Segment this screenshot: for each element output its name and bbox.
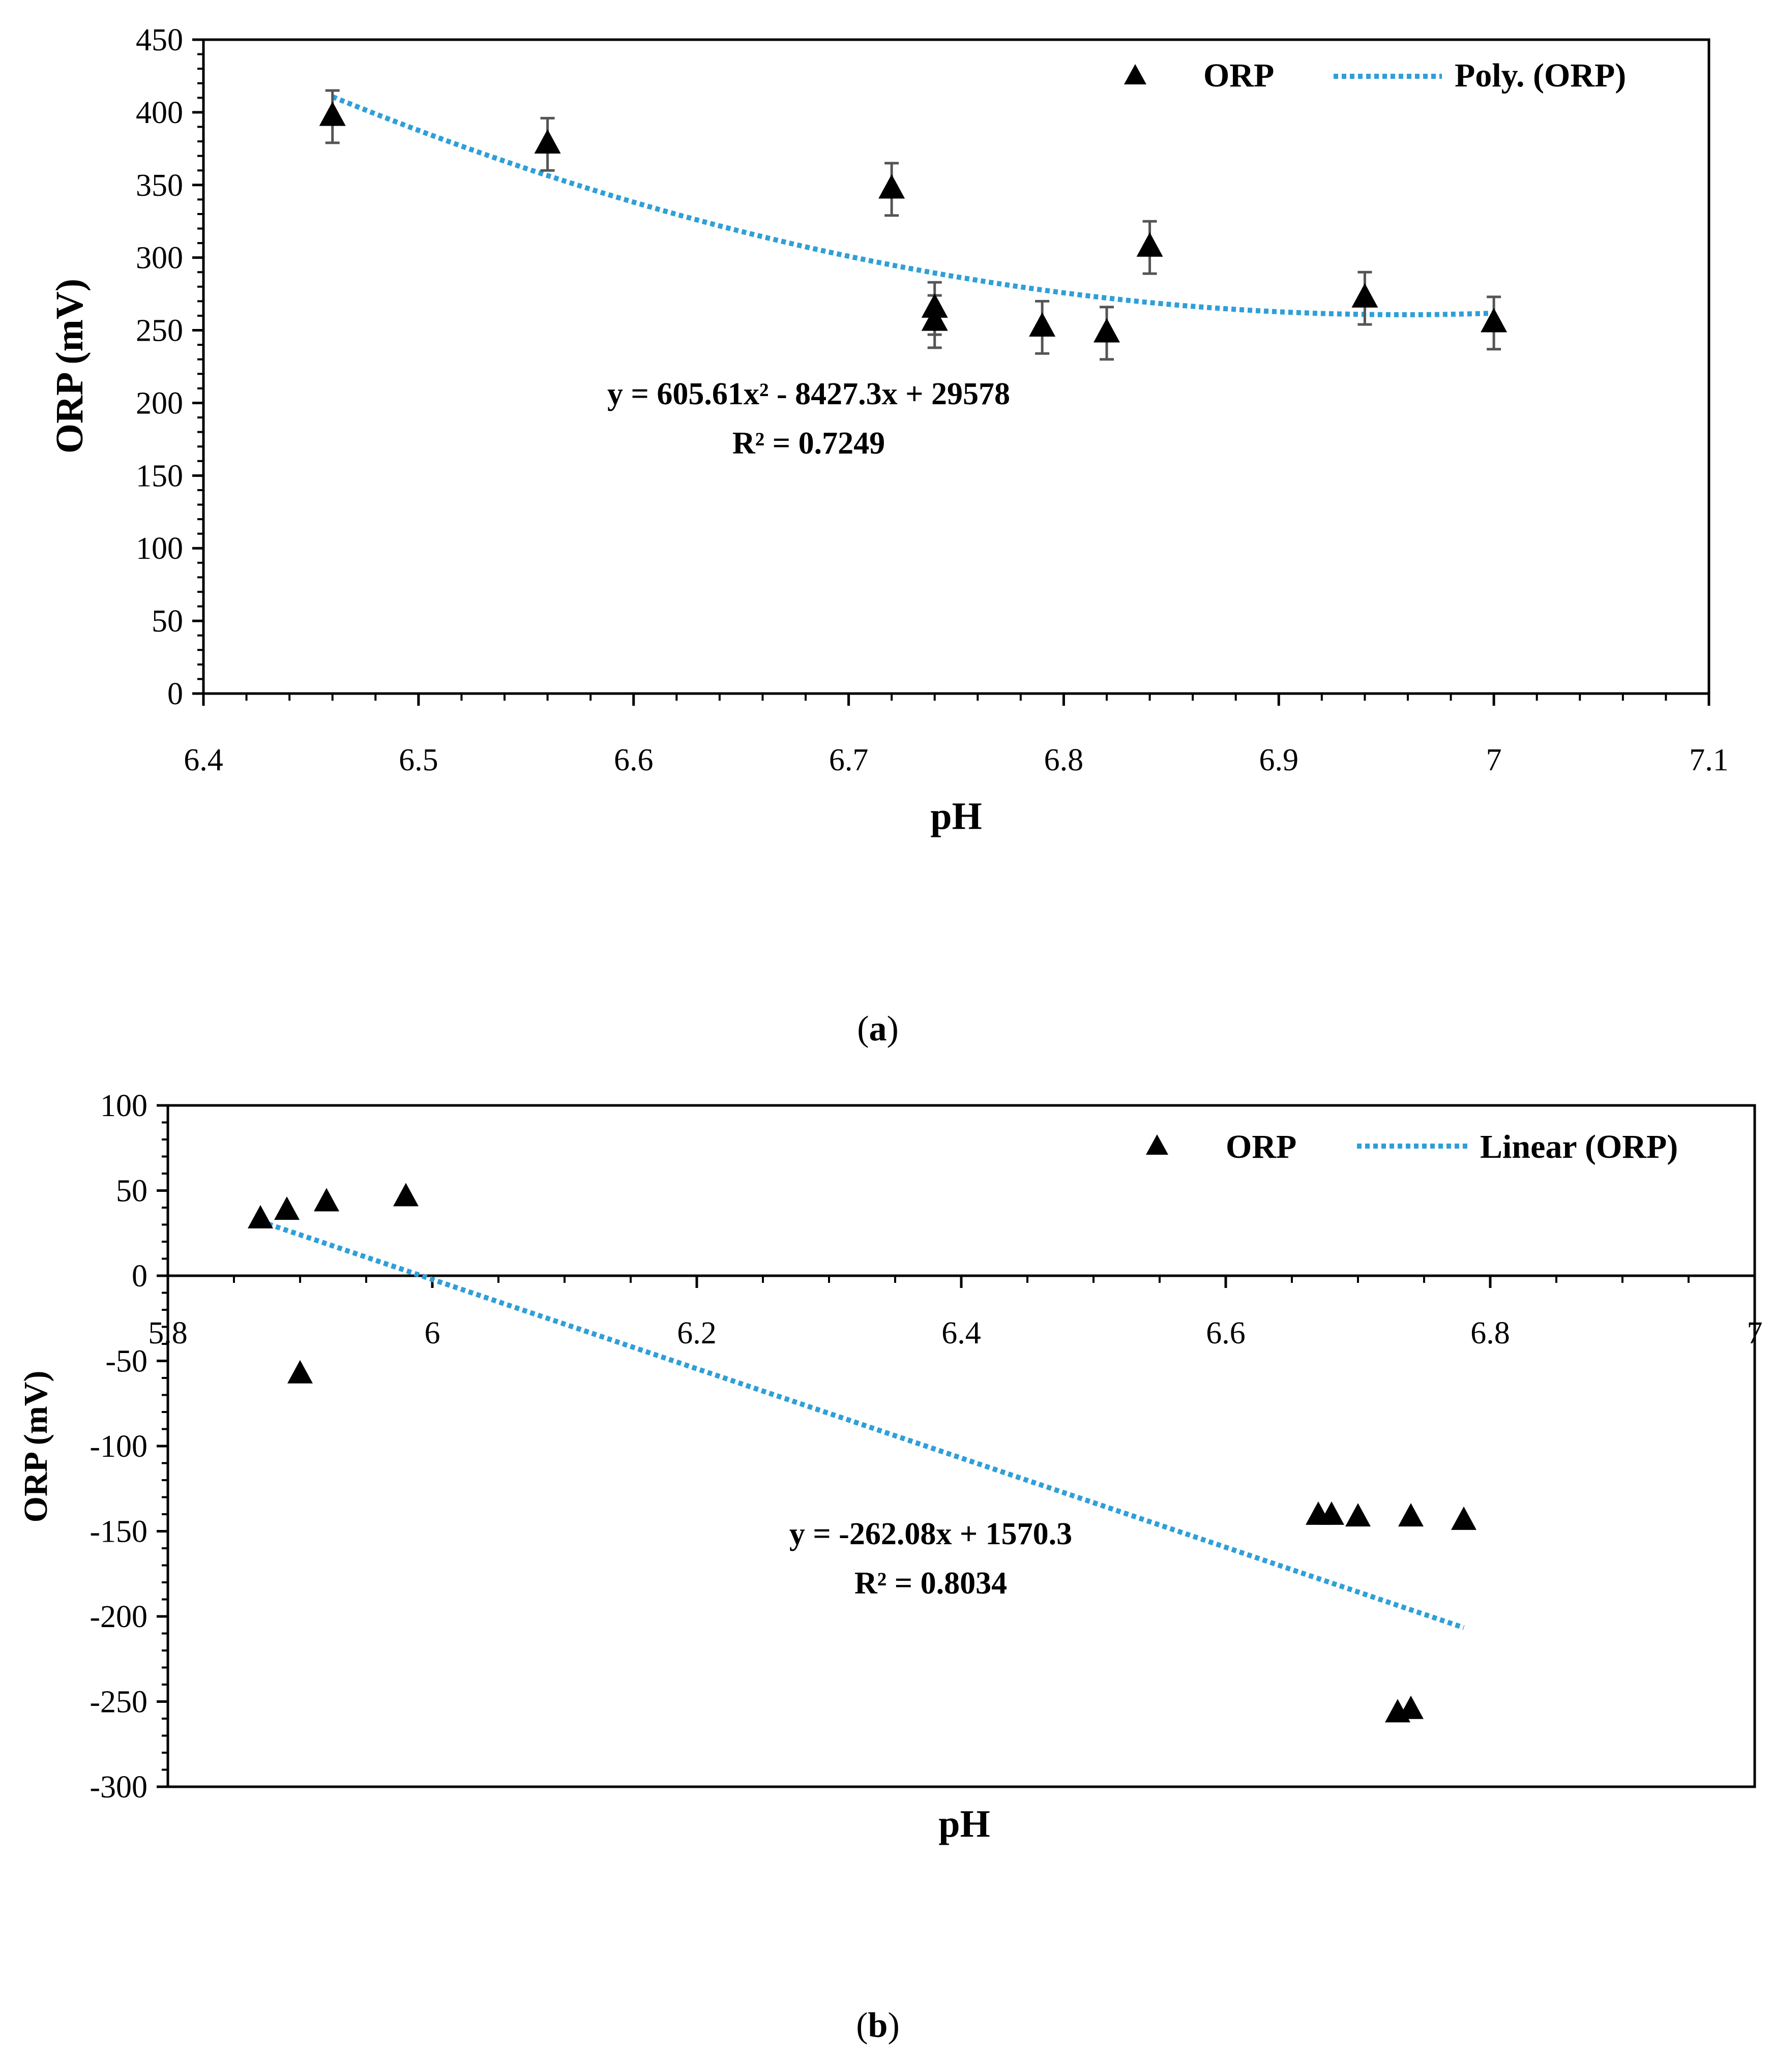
caption-b: (b) — [856, 2006, 900, 2045]
y-tick-label: 300 — [136, 241, 183, 276]
x-tick-label: 6.9 — [1259, 743, 1299, 777]
y-tick-label: 200 — [136, 386, 183, 421]
x-tick-label: 6.5 — [399, 743, 438, 777]
y-tick-label: -150 — [90, 1515, 147, 1549]
trendline — [259, 1219, 1465, 1630]
data-point-orp — [1029, 312, 1056, 337]
x-tick-label: 7 — [1747, 1316, 1763, 1350]
y-axis-major-ticks — [157, 1104, 168, 1788]
data-point-orp — [274, 1196, 300, 1220]
x-tick-label: 5.8 — [148, 1316, 188, 1350]
x-tick-label: 6.6 — [614, 743, 654, 777]
y-axis-major-ticks — [192, 38, 203, 695]
legend-marker-orp — [1124, 64, 1146, 84]
y-axis-minor-ticks — [197, 53, 203, 680]
legend-label-orp: ORP — [1226, 1128, 1296, 1165]
x-axis-title: pH — [938, 1803, 990, 1845]
y-tick-label: 50 — [152, 604, 183, 639]
y-tick-label: 0 — [167, 677, 183, 711]
x-axis-major-ticks — [202, 694, 1710, 706]
data-point-orp — [319, 101, 346, 126]
y-tick-label: 450 — [136, 23, 183, 57]
data-point-orp — [534, 129, 561, 154]
x-tick-label: 6.8 — [1044, 743, 1084, 777]
chart-panel-b: -300 -250 -200 -150 -100 -50 0 50 100 5.8 6 6.2 6.4… — [17, 1089, 1763, 1845]
data-point-orp — [314, 1188, 339, 1212]
x-tick-label: 6.7 — [829, 743, 869, 777]
y-axis-tick-labels: -300 -250 -200 -150 -100 -50 0 50 100 — [90, 1089, 147, 1805]
x-tick-label: 7.1 — [1689, 743, 1729, 777]
trendline — [331, 94, 1494, 317]
x-axis-title: pH — [930, 795, 982, 837]
trendline-path — [331, 94, 1494, 317]
x-tick-label: 6.4 — [184, 743, 223, 777]
trendline-equation: y = 605.61x² - 8427.3x + 29578 — [607, 377, 1010, 411]
data-point-orp — [1351, 283, 1378, 308]
y-tick-label: 150 — [136, 459, 183, 493]
chart-panel-a: 0 50 100 150 200 250 300 350 400 450 6.4 6.5 6.6 6.7… — [48, 23, 1729, 837]
y-tick-label: -100 — [90, 1429, 147, 1464]
r-squared-value: R² = 0.7249 — [732, 426, 885, 461]
x-axis-tick-labels: 6.4 6.5 6.6 6.7 6.8 6.9 7 7.1 — [184, 743, 1729, 777]
y-tick-label: -200 — [90, 1600, 147, 1634]
x-axis-minor-ticks — [245, 694, 1667, 701]
y-tick-label: 250 — [136, 314, 183, 348]
y-axis-title: ORP (mV) — [17, 1371, 54, 1523]
trendline-path — [259, 1219, 1465, 1630]
y-axis-tick-labels: 0 50 100 150 200 250 300 350 400 450 — [136, 23, 183, 711]
data-point-orp — [1345, 1503, 1371, 1527]
y-tick-label: 100 — [136, 531, 183, 566]
y-tick-label: -300 — [90, 1770, 147, 1805]
r-squared-value: R² = 0.8034 — [854, 1566, 1007, 1601]
legend: ORP Poly. (ORP) — [1124, 57, 1626, 94]
y-tick-label: 350 — [136, 168, 183, 203]
legend: ORP Linear (ORP) — [1146, 1128, 1678, 1165]
data-point-orp — [1481, 308, 1508, 333]
data-point-orp — [878, 174, 905, 199]
error-bars — [325, 89, 1501, 361]
x-tick-label: 6.6 — [1206, 1316, 1246, 1350]
data-point-orp — [921, 306, 948, 331]
plot-area-border — [202, 38, 1710, 695]
x-tick-label: 6 — [425, 1316, 440, 1350]
y-tick-label: 400 — [136, 96, 183, 130]
y-tick-label: 100 — [100, 1089, 147, 1123]
legend-label-trend: Poly. (ORP) — [1455, 57, 1626, 94]
legend-label-orp: ORP — [1203, 57, 1274, 94]
data-point-orp — [248, 1205, 273, 1228]
y-axis-minor-ticks — [162, 1121, 168, 1771]
data-point-orp — [1451, 1506, 1476, 1530]
y-tick-label: -250 — [90, 1685, 147, 1720]
x-axis-major-ticks — [166, 1276, 1756, 1288]
data-point-orp — [393, 1183, 419, 1207]
x-tick-label: 7 — [1486, 743, 1502, 777]
y-tick-label: 0 — [132, 1259, 147, 1294]
plot-area-border — [166, 1104, 1756, 1788]
x-axis-tick-labels: 5.8 6 6.2 6.4 6.6 6.8 7 — [148, 1316, 1762, 1350]
x-tick-label: 6.2 — [677, 1316, 717, 1350]
y-tick-label: 50 — [116, 1174, 147, 1209]
data-point-orp — [1136, 232, 1163, 257]
legend-label-trend: Linear (ORP) — [1480, 1128, 1678, 1165]
x-axis-minor-ticks — [233, 1276, 1690, 1283]
data-point-orp — [1319, 1501, 1344, 1525]
data-point-orp — [1398, 1695, 1424, 1719]
y-tick-label: -50 — [105, 1344, 147, 1379]
data-points — [319, 101, 1508, 343]
x-tick-label: 6.8 — [1470, 1316, 1510, 1350]
trendline-equation: y = -262.08x + 1570.3 — [789, 1517, 1072, 1551]
data-points — [248, 1183, 1476, 1723]
caption-a: (a) — [857, 1009, 899, 1048]
x-tick-label: 6.4 — [941, 1316, 981, 1350]
data-point-orp — [1398, 1503, 1424, 1527]
data-point-orp — [1094, 318, 1120, 343]
data-point-orp — [921, 293, 948, 318]
legend-marker-orp — [1146, 1134, 1168, 1155]
y-axis-title: ORP (mV) — [48, 279, 91, 454]
data-point-orp — [287, 1360, 313, 1384]
